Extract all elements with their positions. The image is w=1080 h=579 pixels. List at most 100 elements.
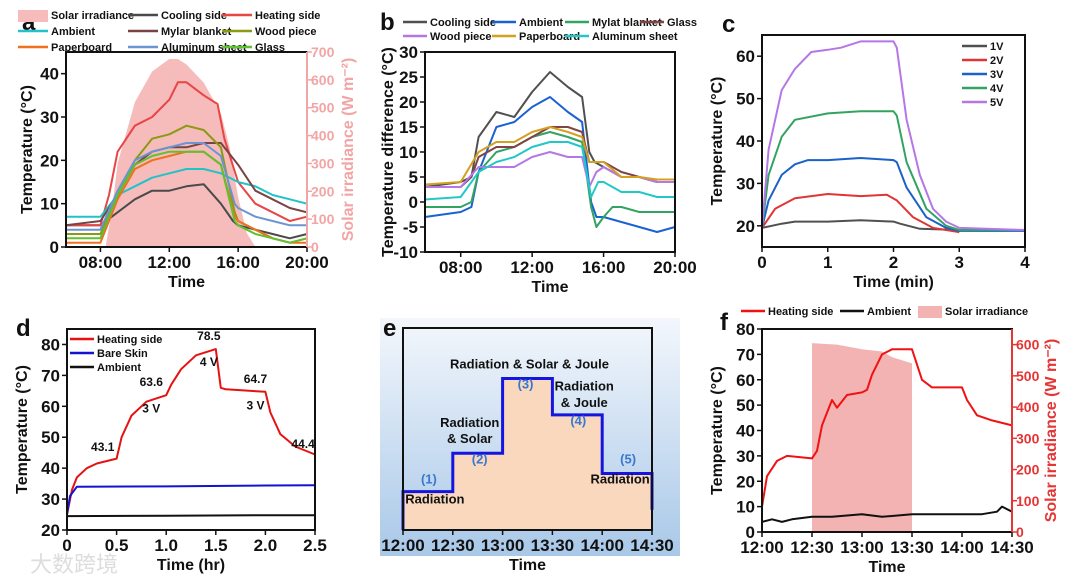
y-tick-label: 30	[40, 108, 59, 127]
legend-label: Ambient	[51, 26, 95, 38]
data-annotation: 4 V	[200, 355, 218, 369]
x-tick-label: 14:30	[990, 538, 1033, 557]
stage-number-label: (4)	[570, 413, 586, 428]
panel-c: c 0 1 2 3 4 20 30 40 50 60 Time (min) Temperature (°…	[709, 11, 1030, 291]
legend-label: Aluminum sheet	[592, 31, 678, 43]
y-tick-label: 20	[736, 472, 755, 491]
y-tick-label: 0	[746, 523, 755, 542]
stage-number-label: (2)	[472, 451, 488, 466]
x-axis-label: Time (min)	[853, 274, 934, 291]
x-tick-label: 4	[1020, 253, 1030, 272]
legend-label: 5V	[990, 97, 1004, 109]
x-tick-label: 20:00	[285, 253, 328, 272]
legend-label: Ambient	[519, 17, 563, 29]
legend-label: Solar irradiance	[51, 10, 134, 22]
legend-item: Heating side	[741, 306, 833, 318]
legend-swatch	[18, 10, 48, 22]
y-tick-label: 70	[736, 345, 755, 364]
x-tick-label: 12:00	[510, 258, 553, 277]
legend-item: Ambient	[840, 306, 911, 318]
legend-label: Paperboard	[51, 42, 112, 54]
x-tick-label: 1.5	[204, 536, 228, 555]
legend-item: 5V	[962, 97, 1004, 109]
legend-label: Mylar blanket	[161, 26, 232, 38]
x-tick-label: 12:00	[148, 253, 191, 272]
x-axis-label: Time	[509, 557, 546, 574]
legend-item: Heating side	[70, 334, 162, 346]
x-axis-label: Time	[531, 279, 568, 296]
y-tick-label: 60	[736, 47, 755, 66]
legend-item: Mylat blanket	[565, 17, 662, 29]
y2-tick-label: 300	[1016, 430, 1040, 446]
y-tick-label: 0	[50, 238, 59, 257]
x-tick-label: 3	[955, 253, 964, 272]
legend-item: 1V	[962, 41, 1004, 53]
legend-item: Cooling side	[128, 10, 227, 22]
legend-label: Cooling side	[161, 10, 227, 22]
y-tick-label: -10	[393, 243, 418, 262]
stage-annotation: Radiation	[555, 379, 614, 394]
y-tick-label: 10	[399, 143, 418, 162]
y-axis-label: Temperature difference (°C)	[380, 47, 397, 257]
legend-label: Aluminum sheet	[161, 42, 247, 54]
stage-annotation: Radiation & Solar & Joule	[450, 356, 609, 371]
x-tick-label: 14:00	[580, 536, 623, 555]
data-annotation: 64.7	[244, 372, 268, 386]
series-solar-irradiance-area	[812, 343, 912, 532]
stage-number-label: (3)	[518, 377, 534, 392]
x-tick-label: 14:00	[940, 538, 983, 557]
y-tick-label: 10	[40, 195, 59, 214]
series-paperboard-line	[424, 126, 675, 186]
plot-frame	[402, 327, 653, 531]
legend-item: Paperboard	[492, 31, 580, 43]
legend-item: Heating side	[222, 10, 320, 22]
series-heating-side-line	[761, 348, 1013, 507]
legend-item: Mylar blanket	[128, 26, 232, 38]
y-tick-label: 0	[409, 193, 418, 212]
x-tick-label: 16:00	[216, 253, 259, 272]
series-solar-irradiance-area	[66, 59, 307, 247]
x-tick-label: 12:30	[431, 536, 474, 555]
y-tick-label: 20	[41, 521, 60, 540]
x-tick-label: 0	[757, 253, 766, 272]
legend-label: Heating side	[768, 306, 833, 318]
data-annotation: 43.1	[91, 440, 115, 454]
y-tick-label: 30	[736, 174, 755, 193]
x-tick-label: 1	[823, 253, 832, 272]
y-tick-label: 70	[41, 366, 60, 385]
y2-tick-label: 0	[1016, 524, 1024, 540]
stage-annotation: Radiation	[440, 415, 499, 430]
y-tick-label: 40	[736, 132, 755, 151]
series-ambient-line	[761, 505, 1013, 523]
series-heating-side-line	[66, 81, 308, 227]
legend-item: Aluminum sheet	[565, 31, 678, 43]
legend-label: Solar irradiance	[945, 306, 1028, 318]
x-tick-label: 20:00	[653, 258, 696, 277]
x-tick-label: 13:30	[531, 536, 574, 555]
y-tick-label: 20	[736, 217, 755, 236]
series-glass-line	[425, 126, 675, 188]
y-tick-label: 40	[40, 65, 59, 84]
series-4v-line	[761, 110, 1025, 231]
y-tick-label: 50	[736, 90, 755, 109]
y2-tick-label: 100	[1016, 493, 1040, 509]
legend-item: Wood piece	[403, 31, 492, 43]
y2-axis-label: Solar irradiance (W m⁻²)	[340, 58, 357, 242]
y2-tick-label: 300	[311, 155, 335, 171]
y-tick-label: 30	[399, 43, 418, 62]
legend-item: Aluminum sheet	[128, 42, 247, 54]
legend-label: Heating side	[97, 334, 162, 346]
legend-item: Bare Skin	[70, 348, 148, 360]
legend-label: Glass	[667, 17, 697, 29]
panel-b: b 08:00 12:00 16:00 20:00 -10 -5 0 5 10 15 20 25 30 Ti…	[380, 9, 697, 296]
legend-label: Ambient	[97, 362, 141, 374]
series-heating-side-line	[66, 348, 316, 515]
legend-label: Heating side	[255, 10, 320, 22]
series-cooling-side-line	[424, 71, 675, 188]
x-tick-label: 13:00	[481, 536, 524, 555]
y-tick-label: 40	[41, 459, 60, 478]
legend-item: Ambient	[70, 362, 141, 374]
y2-axis-label: Solar irradiance (W m⁻²)	[1043, 339, 1060, 523]
